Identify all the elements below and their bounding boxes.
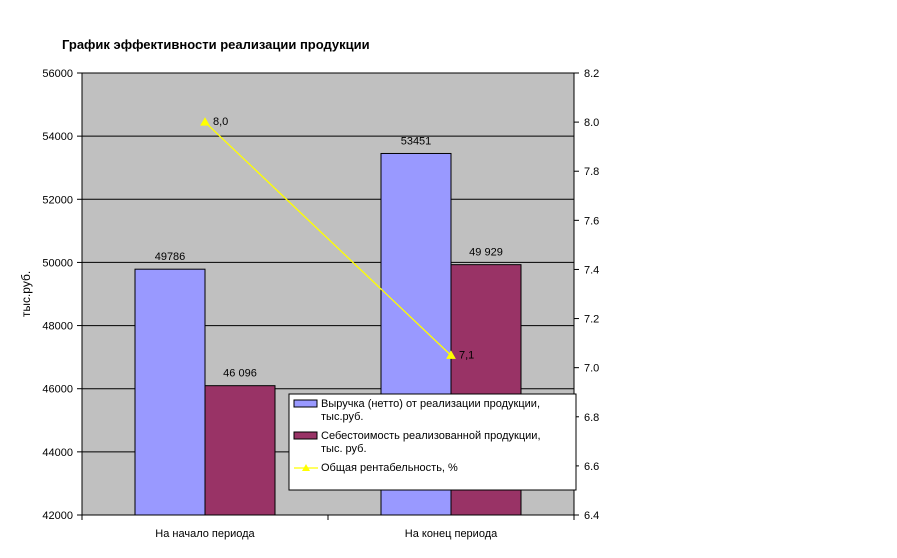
legend-entry-text: Общая рентабельность, %: [321, 462, 458, 474]
y-tick-label: 44000: [42, 447, 73, 459]
y-tick-label: 56000: [42, 68, 73, 80]
y-tick-label: 42000: [42, 510, 73, 522]
bar-data-label: 46 096: [223, 368, 257, 380]
y2-tick-label: 6.6: [584, 461, 599, 473]
y-tick-label: 46000: [42, 384, 73, 396]
legend-box: [288, 393, 577, 491]
bar-data-label: 53451: [401, 135, 432, 147]
line-series: [204, 121, 452, 356]
x-tick-label: На конец периода: [405, 528, 498, 540]
legend-entry-text: Себестоимость реализованной продукции,: [321, 430, 541, 442]
y2-tick-label: 8.0: [584, 117, 599, 129]
y2-tick-label: 7.4: [584, 264, 599, 276]
y-tick-label: 50000: [42, 257, 73, 269]
legend-entry-text: тыс.руб.: [321, 411, 363, 423]
legend-entry-text: тыс. руб.: [321, 443, 367, 455]
y-axis-label: тыс.руб.: [19, 271, 33, 317]
y2-tick-label: 7.8: [584, 166, 599, 178]
y2-tick-label: 6.8: [584, 412, 599, 424]
legend: Выручка (нетто) от реализации продукции,…: [288, 393, 577, 491]
point-data-label: 8,0: [213, 116, 228, 128]
bar-data-label: 49786: [155, 251, 186, 263]
point-marker: [446, 350, 456, 359]
y2-tick-label: 7.6: [584, 215, 599, 227]
legend-entry-text: Выручка (нетто) от реализации продукции,: [321, 398, 540, 410]
y2-tick-label: 7.0: [584, 363, 599, 375]
y-tick-label: 48000: [42, 321, 73, 333]
y-tick-label: 52000: [42, 194, 73, 206]
x-tick-label: На начало периода: [155, 528, 255, 540]
y2-tick-label: 8.2: [584, 68, 599, 80]
y2-tick-label: 6.4: [584, 510, 599, 522]
y2-tick-label: 7.2: [584, 314, 599, 326]
chart-title: График эффективности реализации продукци…: [62, 37, 370, 52]
legend-swatch: [293, 431, 318, 440]
bar: [134, 268, 206, 516]
bar-data-label: 49 929: [469, 247, 503, 259]
point-marker: [200, 117, 210, 126]
legend-swatch: [293, 399, 318, 408]
bar: [204, 385, 276, 516]
legend-marker: [302, 464, 310, 471]
point-data-label: 7,1: [459, 349, 474, 361]
y-tick-label: 54000: [42, 131, 73, 143]
